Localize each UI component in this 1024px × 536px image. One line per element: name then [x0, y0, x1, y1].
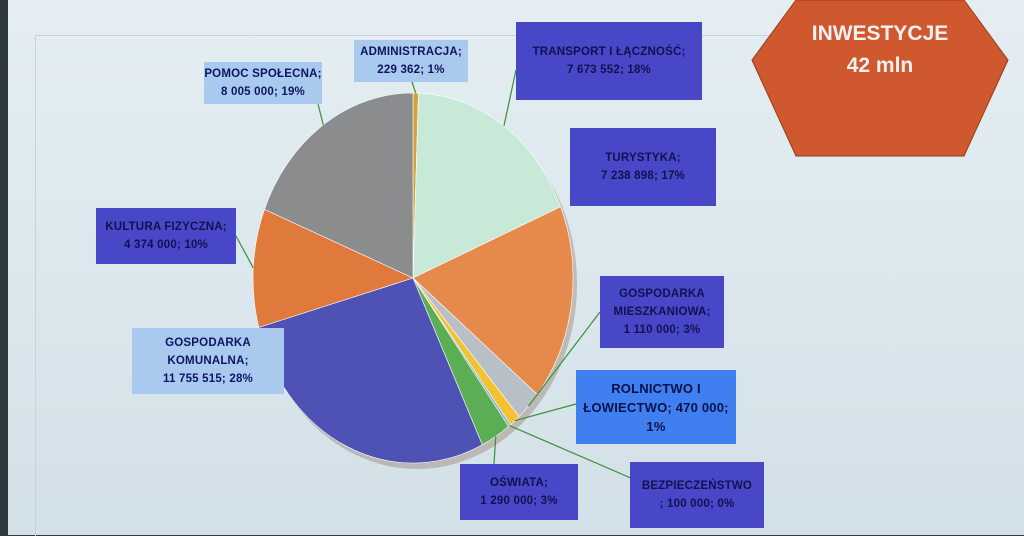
badge-title: INWESTYCJE: [811, 22, 949, 45]
label-oswiata: OŚWIATA; 1 290 000; 3%: [460, 464, 578, 520]
pie-slice-1: [412, 92, 562, 279]
label-bezpieczenstwo: BEZPIECZEŃSTWO ; 100 000; 0%: [630, 462, 764, 528]
leader-line-9: [317, 103, 324, 125]
leader-line-6: [493, 436, 497, 465]
leader-line-0: [411, 81, 417, 94]
label-pomoc-spoleczna: POMOC SPOŁECNA; 8 005 000; 19%: [204, 62, 322, 104]
label-turystyka: TURYSTYKA; 7 238 898; 17%: [570, 128, 716, 206]
slide-frame: [35, 35, 866, 536]
label-gospodarka-mieszkaniowa: GOSPODARKA MIESZKANIOWA; 1 110 000; 3%: [600, 276, 724, 348]
hexagon-shape: [751, 0, 1009, 157]
pie-slice-8: [252, 208, 414, 328]
leader-line-4: [514, 403, 577, 422]
pie-slice-2: [412, 206, 574, 395]
badge-amount: 42 mln: [846, 54, 914, 77]
pie-slice-9: [264, 92, 414, 279]
label-transport: TRANSPORT I ŁĄCZNOŚĆ; 7 673 552; 18%: [516, 22, 702, 100]
leader-line-5: [509, 425, 641, 483]
investment-badge: INWESTYCJE 42 mln: [750, 0, 1010, 158]
leader-line-1: [503, 69, 517, 126]
leader-line-8: [235, 235, 254, 269]
label-rolnictwo: ROLNICTWO I ŁOWIECTWO; 470 000; 1%: [576, 370, 736, 444]
label-administracja: ADMINISTRACJA; 229 362; 1%: [354, 40, 468, 82]
label-kultura-fizyczna: KULTURA FIZYCZNA; 4 374 000; 10%: [96, 208, 236, 264]
leader-line-3: [528, 311, 601, 407]
label-gospodarka-komunalna: GOSPODARKA KOMUNALNA; 11 755 515; 28%: [132, 328, 284, 394]
